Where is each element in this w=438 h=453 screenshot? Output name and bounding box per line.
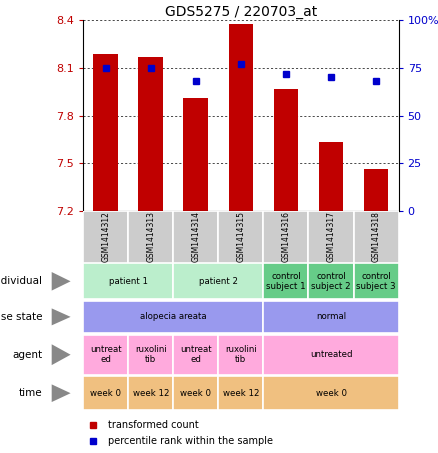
Bar xyxy=(83,211,128,263)
Bar xyxy=(229,24,253,211)
Polygon shape xyxy=(52,344,71,365)
Text: GSM1414316: GSM1414316 xyxy=(282,211,290,262)
Text: alopecia areata: alopecia areata xyxy=(140,313,207,321)
Text: GSM1414318: GSM1414318 xyxy=(371,211,381,262)
Bar xyxy=(83,301,263,333)
Bar xyxy=(318,143,343,211)
Text: individual: individual xyxy=(0,276,42,286)
Bar xyxy=(128,211,173,263)
Bar xyxy=(173,211,219,263)
Bar xyxy=(93,54,118,211)
Text: week 12: week 12 xyxy=(223,389,259,398)
Text: week 12: week 12 xyxy=(133,389,169,398)
Bar xyxy=(263,376,399,410)
Bar xyxy=(173,335,219,375)
Bar xyxy=(128,376,173,410)
Text: GSM1414312: GSM1414312 xyxy=(101,211,110,262)
Text: GSM1414313: GSM1414313 xyxy=(146,211,155,262)
Text: untreat
ed: untreat ed xyxy=(90,345,122,364)
Text: ruxolini
tib: ruxolini tib xyxy=(225,345,257,364)
Bar xyxy=(353,211,399,263)
Text: untreated: untreated xyxy=(310,350,352,359)
Text: transformed count: transformed count xyxy=(109,420,199,430)
Text: ruxolini
tib: ruxolini tib xyxy=(135,345,167,364)
Bar xyxy=(263,335,399,375)
Bar xyxy=(83,376,128,410)
Bar xyxy=(263,301,399,333)
Bar xyxy=(263,264,308,299)
Text: time: time xyxy=(18,388,42,398)
Bar xyxy=(353,264,399,299)
Bar xyxy=(128,335,173,375)
Bar xyxy=(263,211,308,263)
Bar xyxy=(364,169,389,211)
Text: week 0: week 0 xyxy=(180,389,212,398)
Text: agent: agent xyxy=(12,350,42,360)
Polygon shape xyxy=(52,308,71,325)
Bar xyxy=(308,211,353,263)
Bar xyxy=(184,98,208,211)
Bar xyxy=(219,335,263,375)
Bar xyxy=(173,376,219,410)
Bar xyxy=(308,264,353,299)
Polygon shape xyxy=(52,272,71,291)
Bar xyxy=(83,264,173,299)
Bar xyxy=(219,211,263,263)
Text: GSM1414314: GSM1414314 xyxy=(191,211,200,262)
Text: week 0: week 0 xyxy=(90,389,121,398)
Text: untreat
ed: untreat ed xyxy=(180,345,212,364)
Bar xyxy=(83,335,128,375)
Text: GSM1414315: GSM1414315 xyxy=(237,211,245,262)
Text: disease state: disease state xyxy=(0,312,42,322)
Text: patient 2: patient 2 xyxy=(199,277,238,286)
Text: normal: normal xyxy=(316,313,346,321)
Text: GSM1414317: GSM1414317 xyxy=(326,211,336,262)
Text: percentile rank within the sample: percentile rank within the sample xyxy=(109,436,273,446)
Text: control
subject 3: control subject 3 xyxy=(356,272,396,291)
Text: patient 1: patient 1 xyxy=(109,277,148,286)
Bar xyxy=(274,89,298,211)
Text: week 0: week 0 xyxy=(315,389,346,398)
Bar xyxy=(173,264,263,299)
Bar xyxy=(138,57,163,211)
Bar xyxy=(219,376,263,410)
Text: control
subject 1: control subject 1 xyxy=(266,272,306,291)
Text: control
subject 2: control subject 2 xyxy=(311,272,351,291)
Polygon shape xyxy=(52,385,71,402)
Title: GDS5275 / 220703_at: GDS5275 / 220703_at xyxy=(165,5,317,19)
